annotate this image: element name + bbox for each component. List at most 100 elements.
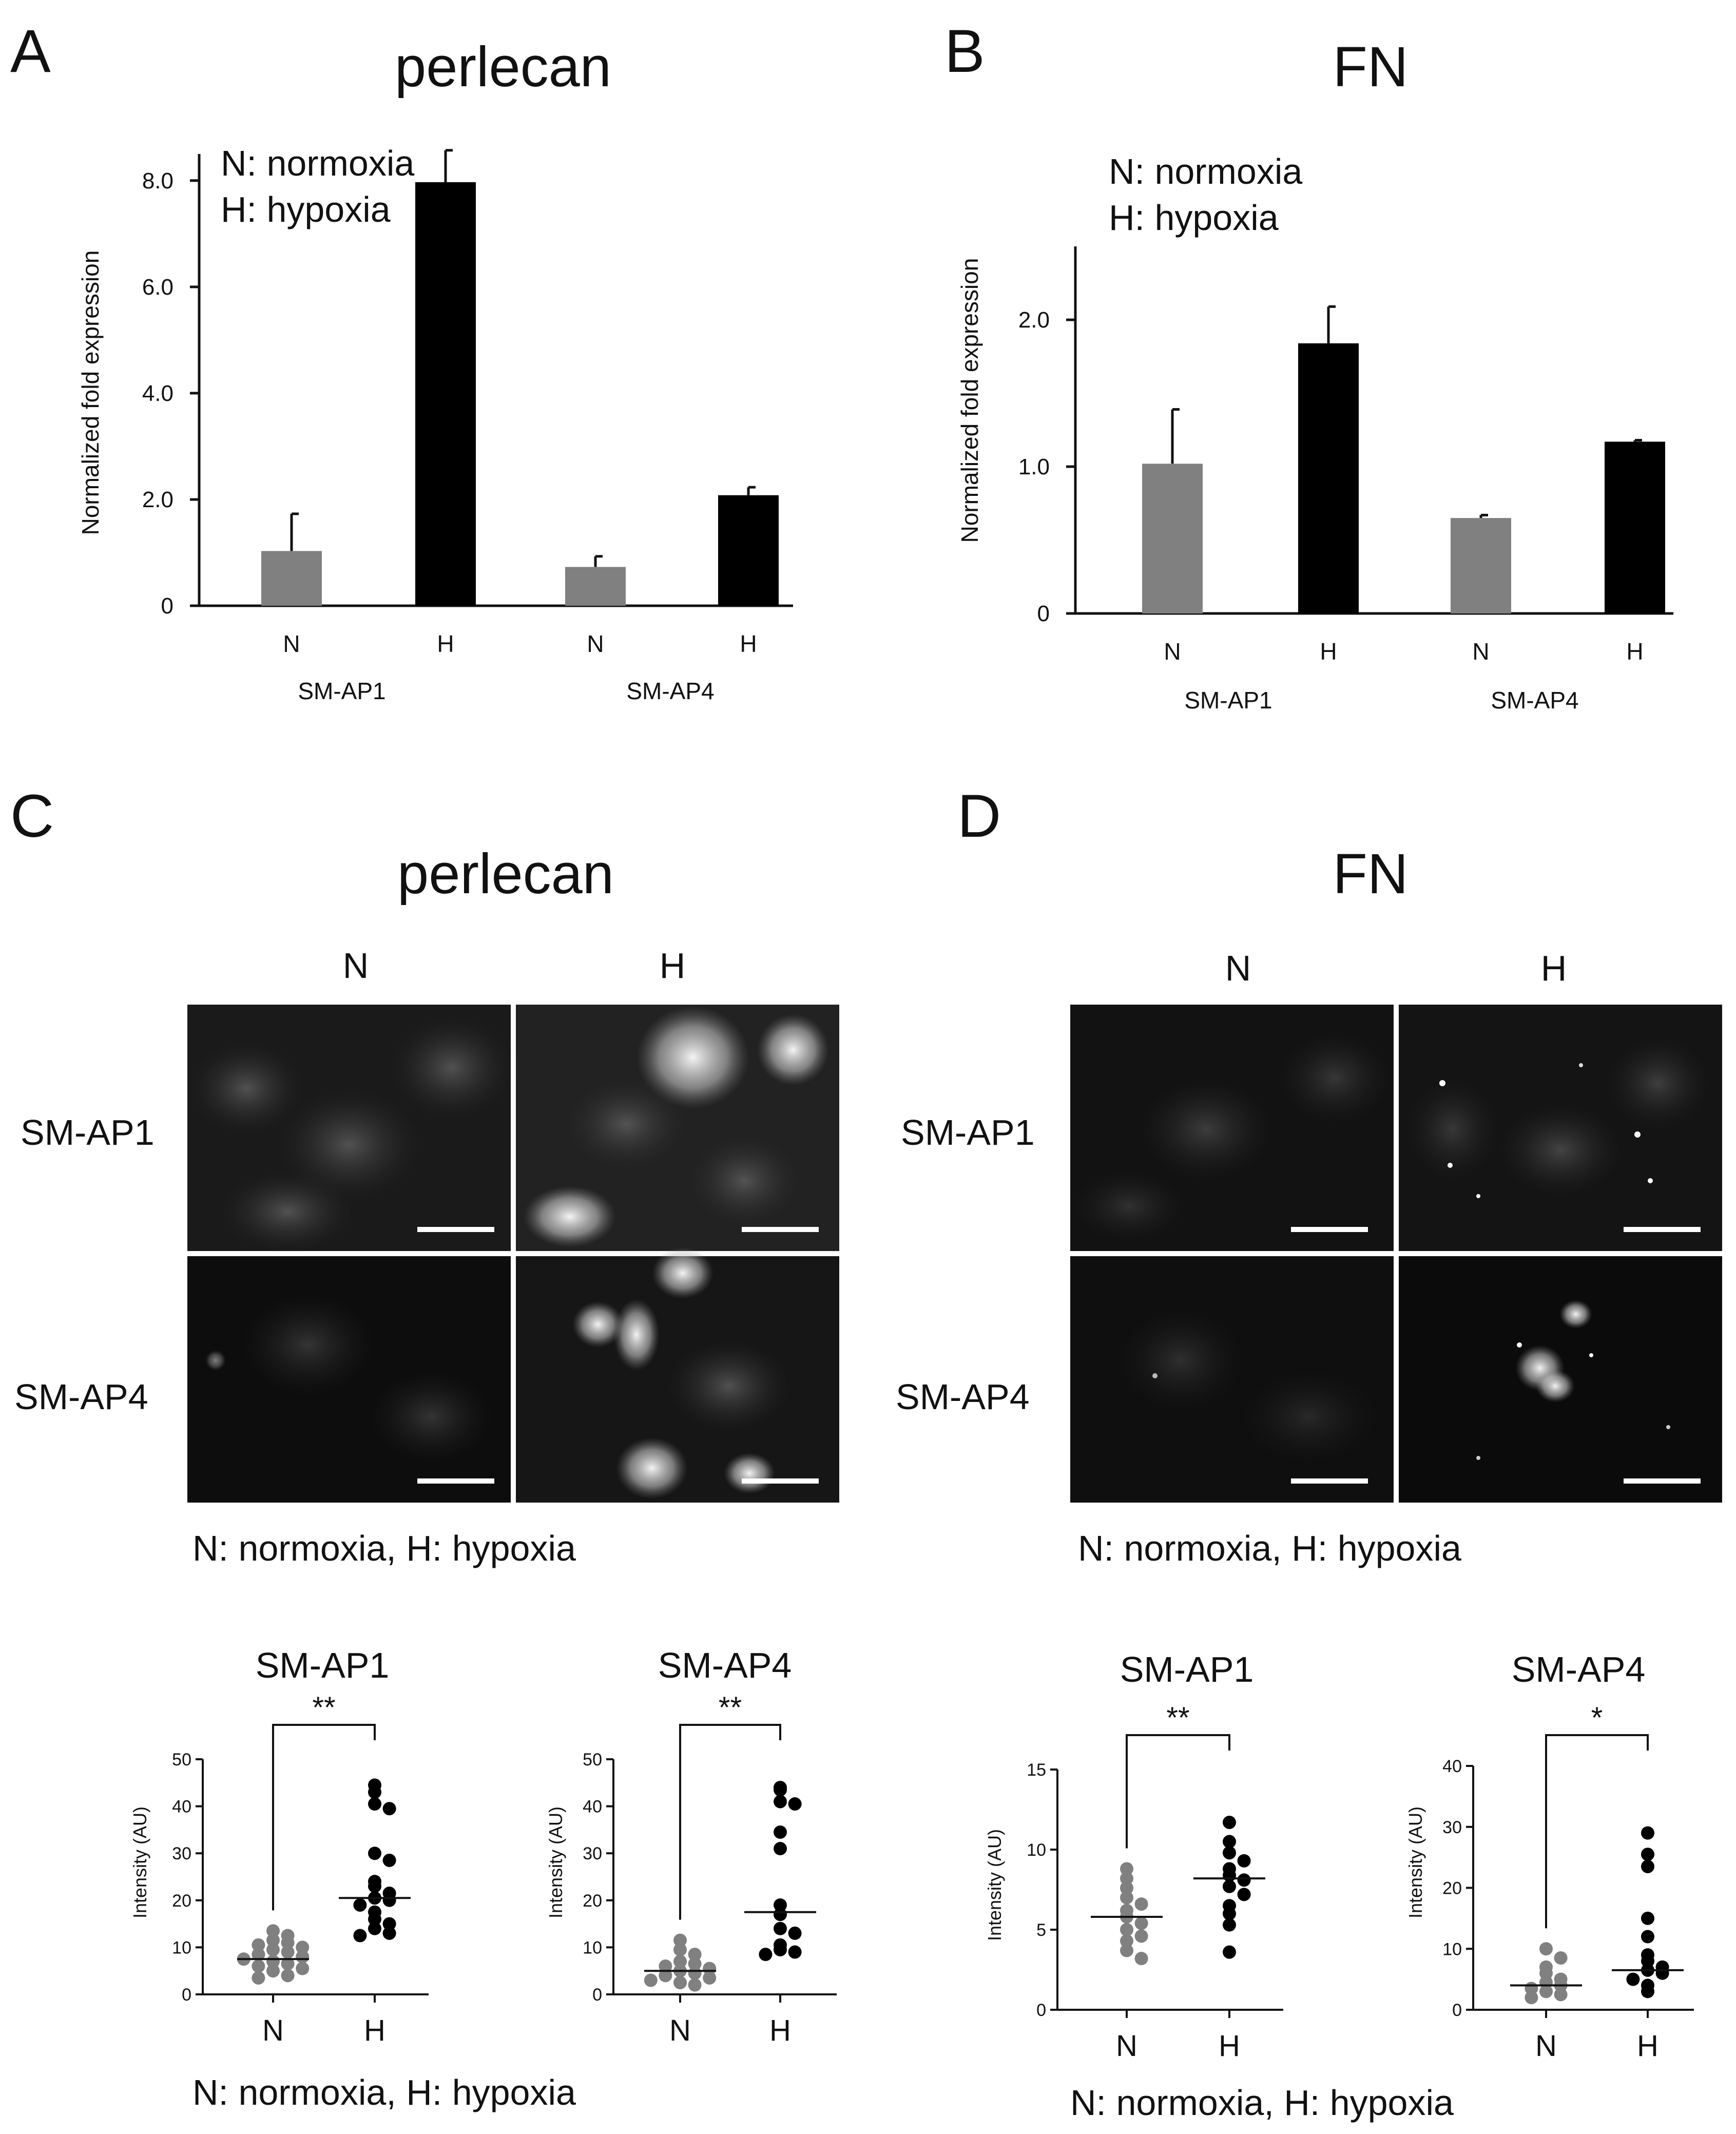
chart-d1-point [1120, 1862, 1133, 1876]
panel-d-row-sm-ap4: SM-AP4 [896, 1377, 1030, 1417]
chart-c1-point [252, 1948, 265, 1962]
chart-c1-ylabel: Intensity (AU) [129, 1806, 150, 1918]
chart-c2-point [774, 1825, 787, 1839]
chart-d2-point [1641, 1985, 1654, 1998]
chart-d2-xtick-label: N [1535, 2029, 1557, 2063]
chart-d1-point [1223, 1846, 1236, 1860]
chart-a-ytick-label: 4.0 [142, 381, 173, 406]
chart-c2-point [788, 1797, 802, 1811]
panel-c-caption: N: normoxia, H: hypoxia [192, 1528, 576, 1568]
chart-d1-point [1134, 1929, 1148, 1943]
chart-d1-point [1223, 1945, 1236, 1959]
chart-d1-point [1223, 1879, 1236, 1893]
chart-c1-point [296, 1962, 310, 1975]
chart-c2-point [688, 1966, 702, 1980]
panel-d-caption: N: normoxia, H: hypoxia [1078, 1528, 1461, 1568]
chart-d2-point [1525, 1991, 1538, 2005]
chart-d2-point [1554, 1951, 1568, 1965]
chart-c2-point [688, 1957, 702, 1971]
chart-b-group-1: SM-AP1 [1184, 687, 1272, 714]
chart-c1-point [266, 1964, 280, 1978]
chart-a-legend-normoxia: N: normoxia [221, 143, 414, 183]
micrograph-c-h-sm-ap4 [516, 1247, 839, 1503]
chart-c2-point [688, 1948, 702, 1962]
chart-c2-point [659, 1959, 672, 1973]
chart-d1-point [1120, 1934, 1133, 1948]
chart-c1-point [281, 1936, 295, 1950]
chart-c1-significance-bracket [272, 1724, 376, 1911]
chart-d1-point [1120, 1881, 1133, 1895]
chart-c2-significance-label: ** [719, 1691, 742, 1724]
chart-c2-point [659, 1969, 672, 1983]
chart-b-bar [1451, 518, 1511, 613]
chart-a-ylabel: Normalized fold expression [77, 251, 104, 535]
chart-c1-point [382, 1917, 396, 1931]
chart-a-xtick-label: N [283, 630, 300, 657]
chart-c1-point [296, 1940, 310, 1954]
chart-c2-point [644, 1973, 658, 1987]
chart-d1-point [1134, 1897, 1148, 1911]
panel-d-col-normoxia: N [1225, 948, 1251, 988]
panel-c-bottom-caption: N: normoxia, H: hypoxia [192, 2072, 576, 2112]
chart-d2-point [1641, 1826, 1654, 1840]
chart-d1: Intensity (AU) 0 5 10 15 N H ** [984, 1701, 1283, 2063]
chart-c1-point [353, 1898, 367, 1912]
chart-c1-ytick-label: 10 [172, 1938, 191, 1957]
panel-d-bottom-caption: N: normoxia, H: hypoxia [1070, 2083, 1454, 2123]
chart-a-bar [415, 182, 476, 606]
chart-c1-point [353, 1929, 367, 1943]
chart-a-ytick-label: 2.0 [142, 487, 173, 512]
chart-d2-point [1626, 1972, 1640, 1986]
chart-c2-ytick-label: 40 [583, 1797, 602, 1817]
micrograph-c-h-sm-ap1 [516, 1005, 839, 1251]
chart-c1-point [368, 1797, 381, 1811]
chart-c2-point [774, 1908, 787, 1921]
chart-c2-point [759, 1948, 773, 1962]
chart-c1-title: SM-AP1 [256, 1645, 390, 1685]
chart-d2-point [1539, 1966, 1553, 1980]
chart-c2-ytick-label: 0 [592, 1985, 602, 2005]
chart-c2-point [673, 1943, 687, 1956]
chart-c2-ytick-label: 50 [583, 1750, 602, 1770]
chart-c1: Intensity (AU) 0 10 20 30 40 50 N H ** [129, 1691, 429, 2047]
chart-d1-point [1223, 1815, 1236, 1829]
chart-c1-point [252, 1938, 265, 1952]
chart-a: N: normoxia H: hypoxia Normalized fold e… [77, 143, 793, 704]
chart-a-bar [718, 495, 779, 606]
chart-d1-point [1120, 1944, 1133, 1957]
chart-d2-ytick-label: 30 [1442, 1818, 1462, 1837]
chart-d2-title: SM-AP4 [1512, 1649, 1646, 1689]
chart-c2-point [774, 1921, 787, 1935]
chart-a-ytick-label: 6.0 [142, 275, 173, 300]
chart-c2-point [788, 1945, 802, 1959]
chart-d1-significance-bracket [1126, 1734, 1230, 1849]
panel-a-letter: A [10, 17, 51, 85]
chart-d1-point [1120, 1923, 1133, 1936]
chart-c2-point [703, 1971, 717, 1985]
chart-d1-ytick-label: 0 [1036, 2001, 1046, 2020]
panel-d-letter: D [957, 782, 1001, 850]
panel-a-title: perlecan [395, 35, 611, 99]
chart-d1-ytick-label: 10 [1027, 1840, 1046, 1860]
chart-c2-xtick-label: N [669, 2014, 691, 2047]
chart-d2-ytick-label: 0 [1452, 2001, 1462, 2020]
chart-d1-title: SM-AP1 [1120, 1649, 1254, 1689]
chart-c2-point [673, 1976, 687, 1990]
chart-d2: Intensity (AU) 0 10 20 30 40 N H * [1405, 1701, 1694, 2063]
chart-c1-ytick-label: 30 [172, 1844, 191, 1863]
chart-c1-point [382, 1853, 396, 1867]
chart-b-xtick-label: H [1626, 638, 1643, 665]
chart-a-xtick-label: H [437, 630, 454, 657]
chart-a-group-2: SM-AP4 [626, 678, 714, 704]
chart-c1-point [368, 1847, 381, 1860]
chart-a-xtick-label: N [587, 630, 604, 657]
chart-c1-point [266, 1943, 280, 1956]
chart-c2-point [774, 1783, 787, 1797]
chart-d1-point [1134, 1916, 1148, 1930]
panel-c-title: perlecan [397, 842, 614, 906]
chart-c1-point [368, 1879, 381, 1893]
chart-c1-point [266, 1924, 280, 1938]
chart-c2-significance-bracket [679, 1724, 781, 1920]
chart-d1-point [1134, 1952, 1148, 1966]
